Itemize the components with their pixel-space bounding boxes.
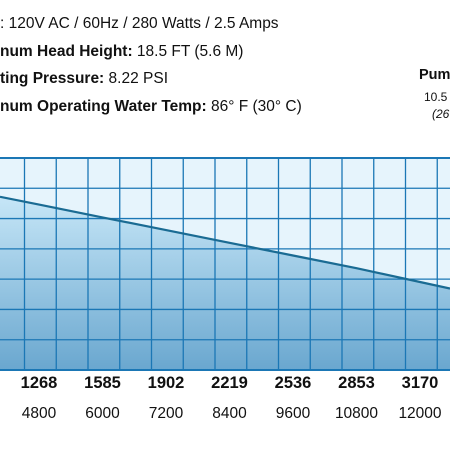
pump-note-line2: (26	[432, 107, 450, 121]
spec-head-height: num Head Height: 18.5 FT (5.6 M)	[0, 44, 243, 60]
x-tick-label-primary: 2536	[275, 374, 312, 392]
spec-pressure-label: ting Pressure:	[0, 70, 105, 87]
spec-water-temp-value: 86° F (30° C)	[206, 98, 302, 115]
spec-head-height-value: 18.5 FT (5.6 M)	[132, 43, 244, 60]
x-tick-label-primary: 2853	[338, 374, 375, 392]
spec-voltage-value: : 120V AC / 60Hz / 280 Watts / 2.5 Amps	[0, 15, 279, 32]
x-tick-label-secondary: 10800	[335, 405, 378, 422]
x-tick-label-primary: 1585	[84, 374, 121, 392]
spec-pressure-value: 8.22 PSI	[104, 70, 168, 87]
x-tick-label-primary: 3170	[402, 374, 439, 392]
spec-water-temp-label: num Operating Water Temp:	[0, 98, 207, 115]
curve-area	[0, 196, 450, 370]
x-tick-label-secondary: 6000	[85, 405, 120, 422]
x-tick-label-primary: 2219	[211, 374, 248, 392]
x-tick-label-secondary: 9600	[276, 405, 311, 422]
x-tick-label-secondary: 7200	[149, 405, 184, 422]
x-tick-label-primary: 1902	[148, 374, 185, 392]
pump-note-title: Pum	[419, 67, 450, 83]
x-tick-label-secondary: 8400	[212, 405, 247, 422]
spec-pressure: ting Pressure: 8.22 PSI	[0, 71, 168, 87]
spec-voltage: : 120V AC / 60Hz / 280 Watts / 2.5 Amps	[0, 16, 279, 32]
spec-head-height-label: num Head Height:	[0, 43, 133, 60]
x-tick-label-secondary: 4800	[22, 405, 57, 422]
pump-note-line1: 10.5	[424, 90, 448, 104]
spec-water-temp: num Operating Water Temp: 86° F (30° C)	[0, 99, 302, 115]
x-tick-label-secondary: 12000	[398, 405, 441, 422]
x-tick-label-primary: 1268	[21, 374, 58, 392]
